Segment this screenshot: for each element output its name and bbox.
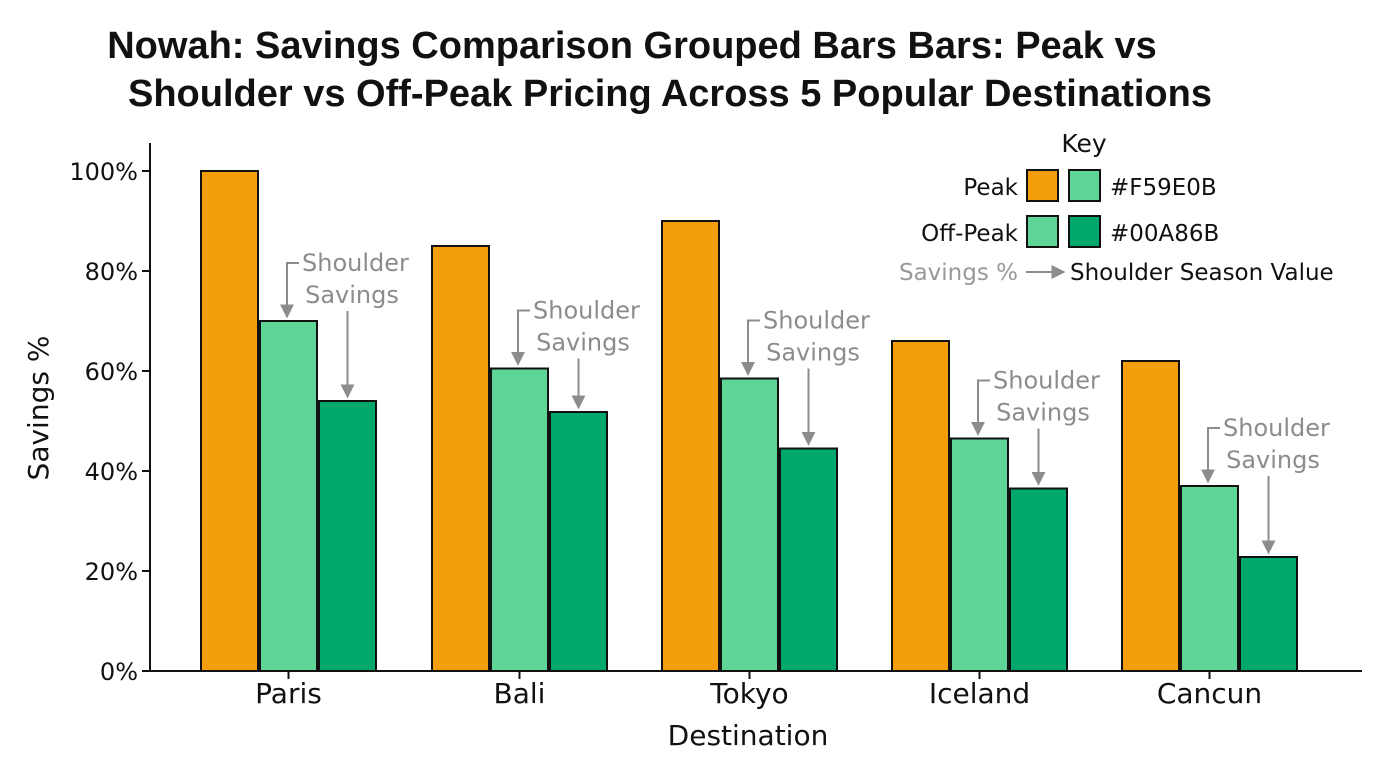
bar-paris-series-1	[200, 170, 259, 672]
y-axis-label: Savings %	[22, 336, 55, 481]
legend-row-label: Peak	[963, 175, 1018, 201]
y-tick-label: 80%	[85, 258, 138, 286]
annotation-arrow-to-middle-bar	[1201, 427, 1220, 484]
bar-tokyo-series-2	[720, 377, 779, 672]
chart-title-line-2: Shoulder vs Off-Peak Pricing Across 5 Po…	[128, 73, 1212, 115]
annotation-line-2: Savings	[996, 399, 1090, 427]
plot-area: 0% 20% 40% 60% 80% 100% Paris Shoulder Savings Ba…	[69, 143, 1362, 710]
bar-cancun-series-3	[1239, 556, 1298, 672]
annotation-line-2: Savings	[1226, 446, 1320, 474]
y-tick-label: 20%	[85, 558, 138, 586]
annotation-line-1: Shoulder	[302, 249, 409, 277]
bar-paris-series-2	[259, 320, 318, 672]
y-tick-label: 40%	[85, 458, 138, 486]
legend-swatch	[1068, 215, 1101, 248]
x-axis-label: Destination	[668, 719, 829, 752]
legend-title: Key	[1061, 129, 1107, 158]
y-tick-label: 0%	[100, 658, 138, 686]
annotation-arrow-to-middle-bar	[280, 262, 299, 319]
bar-tokyo-series-3	[779, 447, 838, 672]
annotation-line-2: Savings	[536, 329, 630, 357]
legend-row-code: #F59E0B	[1110, 175, 1217, 201]
annotation-line-1: Shoulder	[1223, 414, 1330, 442]
annotation-line-1: Shoulder	[533, 297, 640, 325]
annotation-arrow-to-middle-bar	[511, 309, 530, 366]
annotation-line-2: Savings	[766, 339, 860, 367]
y-tick-label: 60%	[85, 358, 138, 386]
annotation-line-1: Shoulder	[763, 307, 870, 335]
bar-iceland-series-1	[891, 340, 950, 672]
bar-bali-series-3	[549, 411, 608, 672]
bar-tokyo-series-1	[661, 220, 720, 672]
y-tick-label: 100%	[69, 158, 138, 186]
legend-swatch	[1068, 169, 1101, 202]
legend-note-right: Shoulder Season Value	[1070, 260, 1334, 286]
legend-swatch	[1026, 169, 1059, 202]
x-tick-label: Tokyo	[709, 677, 788, 710]
bar-paris-series-3	[318, 400, 377, 672]
x-tick-label: Cancun	[1157, 677, 1262, 710]
legend-row-label: Off-Peak	[921, 221, 1019, 247]
legend-swatch	[1026, 215, 1059, 248]
bar-cancun-series-1	[1121, 360, 1180, 672]
bar-iceland-series-2	[950, 437, 1009, 672]
x-tick-label: Iceland	[929, 677, 1030, 710]
annotation-arrow-to-middle-bar	[741, 319, 760, 376]
annotation-line-1: Shoulder	[993, 367, 1100, 395]
annotation-arrow-to-middle-bar	[971, 379, 990, 436]
chart-title-line-1: Nowah: Savings Comparison Grouped Bars B…	[107, 25, 1157, 67]
bar-iceland-series-3	[1009, 487, 1068, 672]
bar-bali-series-1	[431, 245, 490, 672]
x-tick-label: Paris	[255, 677, 322, 710]
annotation-line-2: Savings	[305, 281, 399, 309]
x-tick-label: Bali	[494, 677, 546, 710]
bar-bali-series-2	[490, 367, 549, 672]
legend-note-left: Savings %	[899, 260, 1018, 286]
legend-row-code: #00A86B	[1110, 221, 1219, 247]
bar-cancun-series-2	[1180, 485, 1239, 672]
legend: Key Peak #F59E0B Off-Peak #00A86B Savings % Sh…	[899, 129, 1334, 286]
